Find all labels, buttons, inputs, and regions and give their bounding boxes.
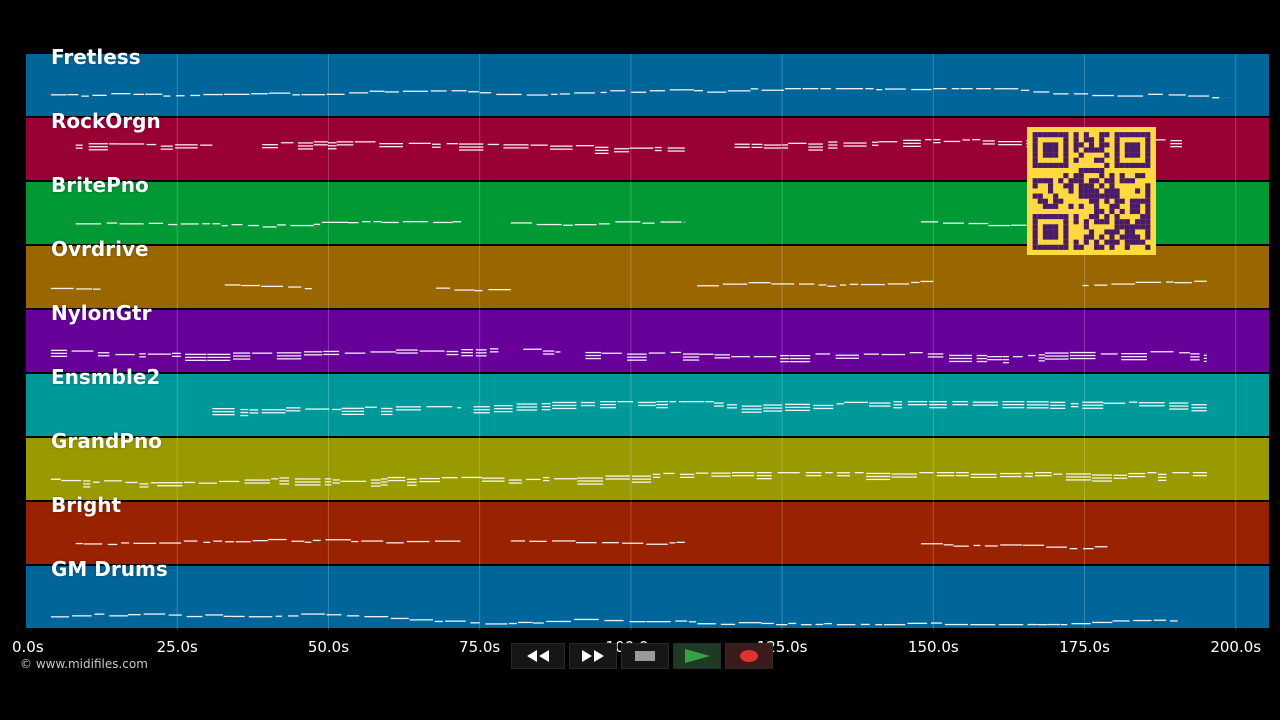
- track-notes: [50, 280, 1207, 292]
- qr-code: [1027, 127, 1156, 255]
- play-button[interactable]: [673, 643, 721, 669]
- track-notes: [75, 538, 1108, 550]
- track-name: RockOrgn: [51, 109, 161, 133]
- track-name: BritePno: [51, 173, 149, 197]
- time-tick-label: 200.0s: [1210, 638, 1262, 656]
- track-lane: GM Drums: [26, 557, 1269, 628]
- track-notes: [212, 401, 1207, 417]
- track-notes: [50, 348, 1207, 364]
- track-lane: Fretless: [26, 45, 1269, 116]
- transport-controls: [511, 643, 773, 669]
- track-notes: [50, 613, 1178, 626]
- time-tick-label: 75.0s: [459, 638, 501, 656]
- time-tick-label: 150.0s: [907, 638, 959, 656]
- record-icon: [740, 650, 758, 662]
- time-tick-label: 0.0s: [12, 638, 44, 656]
- fast-forward-icon: [582, 650, 604, 662]
- track-lane: Ovrdrive: [26, 237, 1269, 308]
- track-name: Bright: [51, 493, 122, 517]
- track-lane: NylonGtr: [26, 301, 1269, 372]
- rewind-button[interactable]: [511, 643, 565, 669]
- track-notes: [50, 472, 1207, 488]
- track-lane: Bright: [26, 493, 1269, 564]
- qr-code-icon: [1032, 132, 1151, 250]
- rewind-icon: [527, 650, 549, 662]
- track-name: Fretless: [51, 45, 141, 69]
- track-lane: GrandPno: [26, 429, 1269, 500]
- time-tick-label: 50.0s: [307, 638, 350, 656]
- copyright-text: © www.midifiles.com: [20, 657, 148, 671]
- track-name: GrandPno: [51, 429, 162, 453]
- time-tick-label: 175.0s: [1059, 638, 1110, 656]
- track-name: NylonGtr: [51, 301, 152, 325]
- track-name: Ovrdrive: [51, 237, 149, 261]
- track-name: GM Drums: [51, 557, 168, 581]
- time-tick-label: 25.0s: [156, 638, 198, 656]
- record-button[interactable]: [725, 643, 773, 669]
- stop-icon: [635, 651, 655, 661]
- track-notes: [50, 88, 1220, 99]
- stop-button[interactable]: [621, 643, 669, 669]
- track-lane: Ensmble2: [26, 365, 1269, 436]
- track-name: Ensmble2: [51, 365, 161, 389]
- play-icon: [685, 649, 710, 663]
- fast-forward-button[interactable]: [569, 643, 617, 669]
